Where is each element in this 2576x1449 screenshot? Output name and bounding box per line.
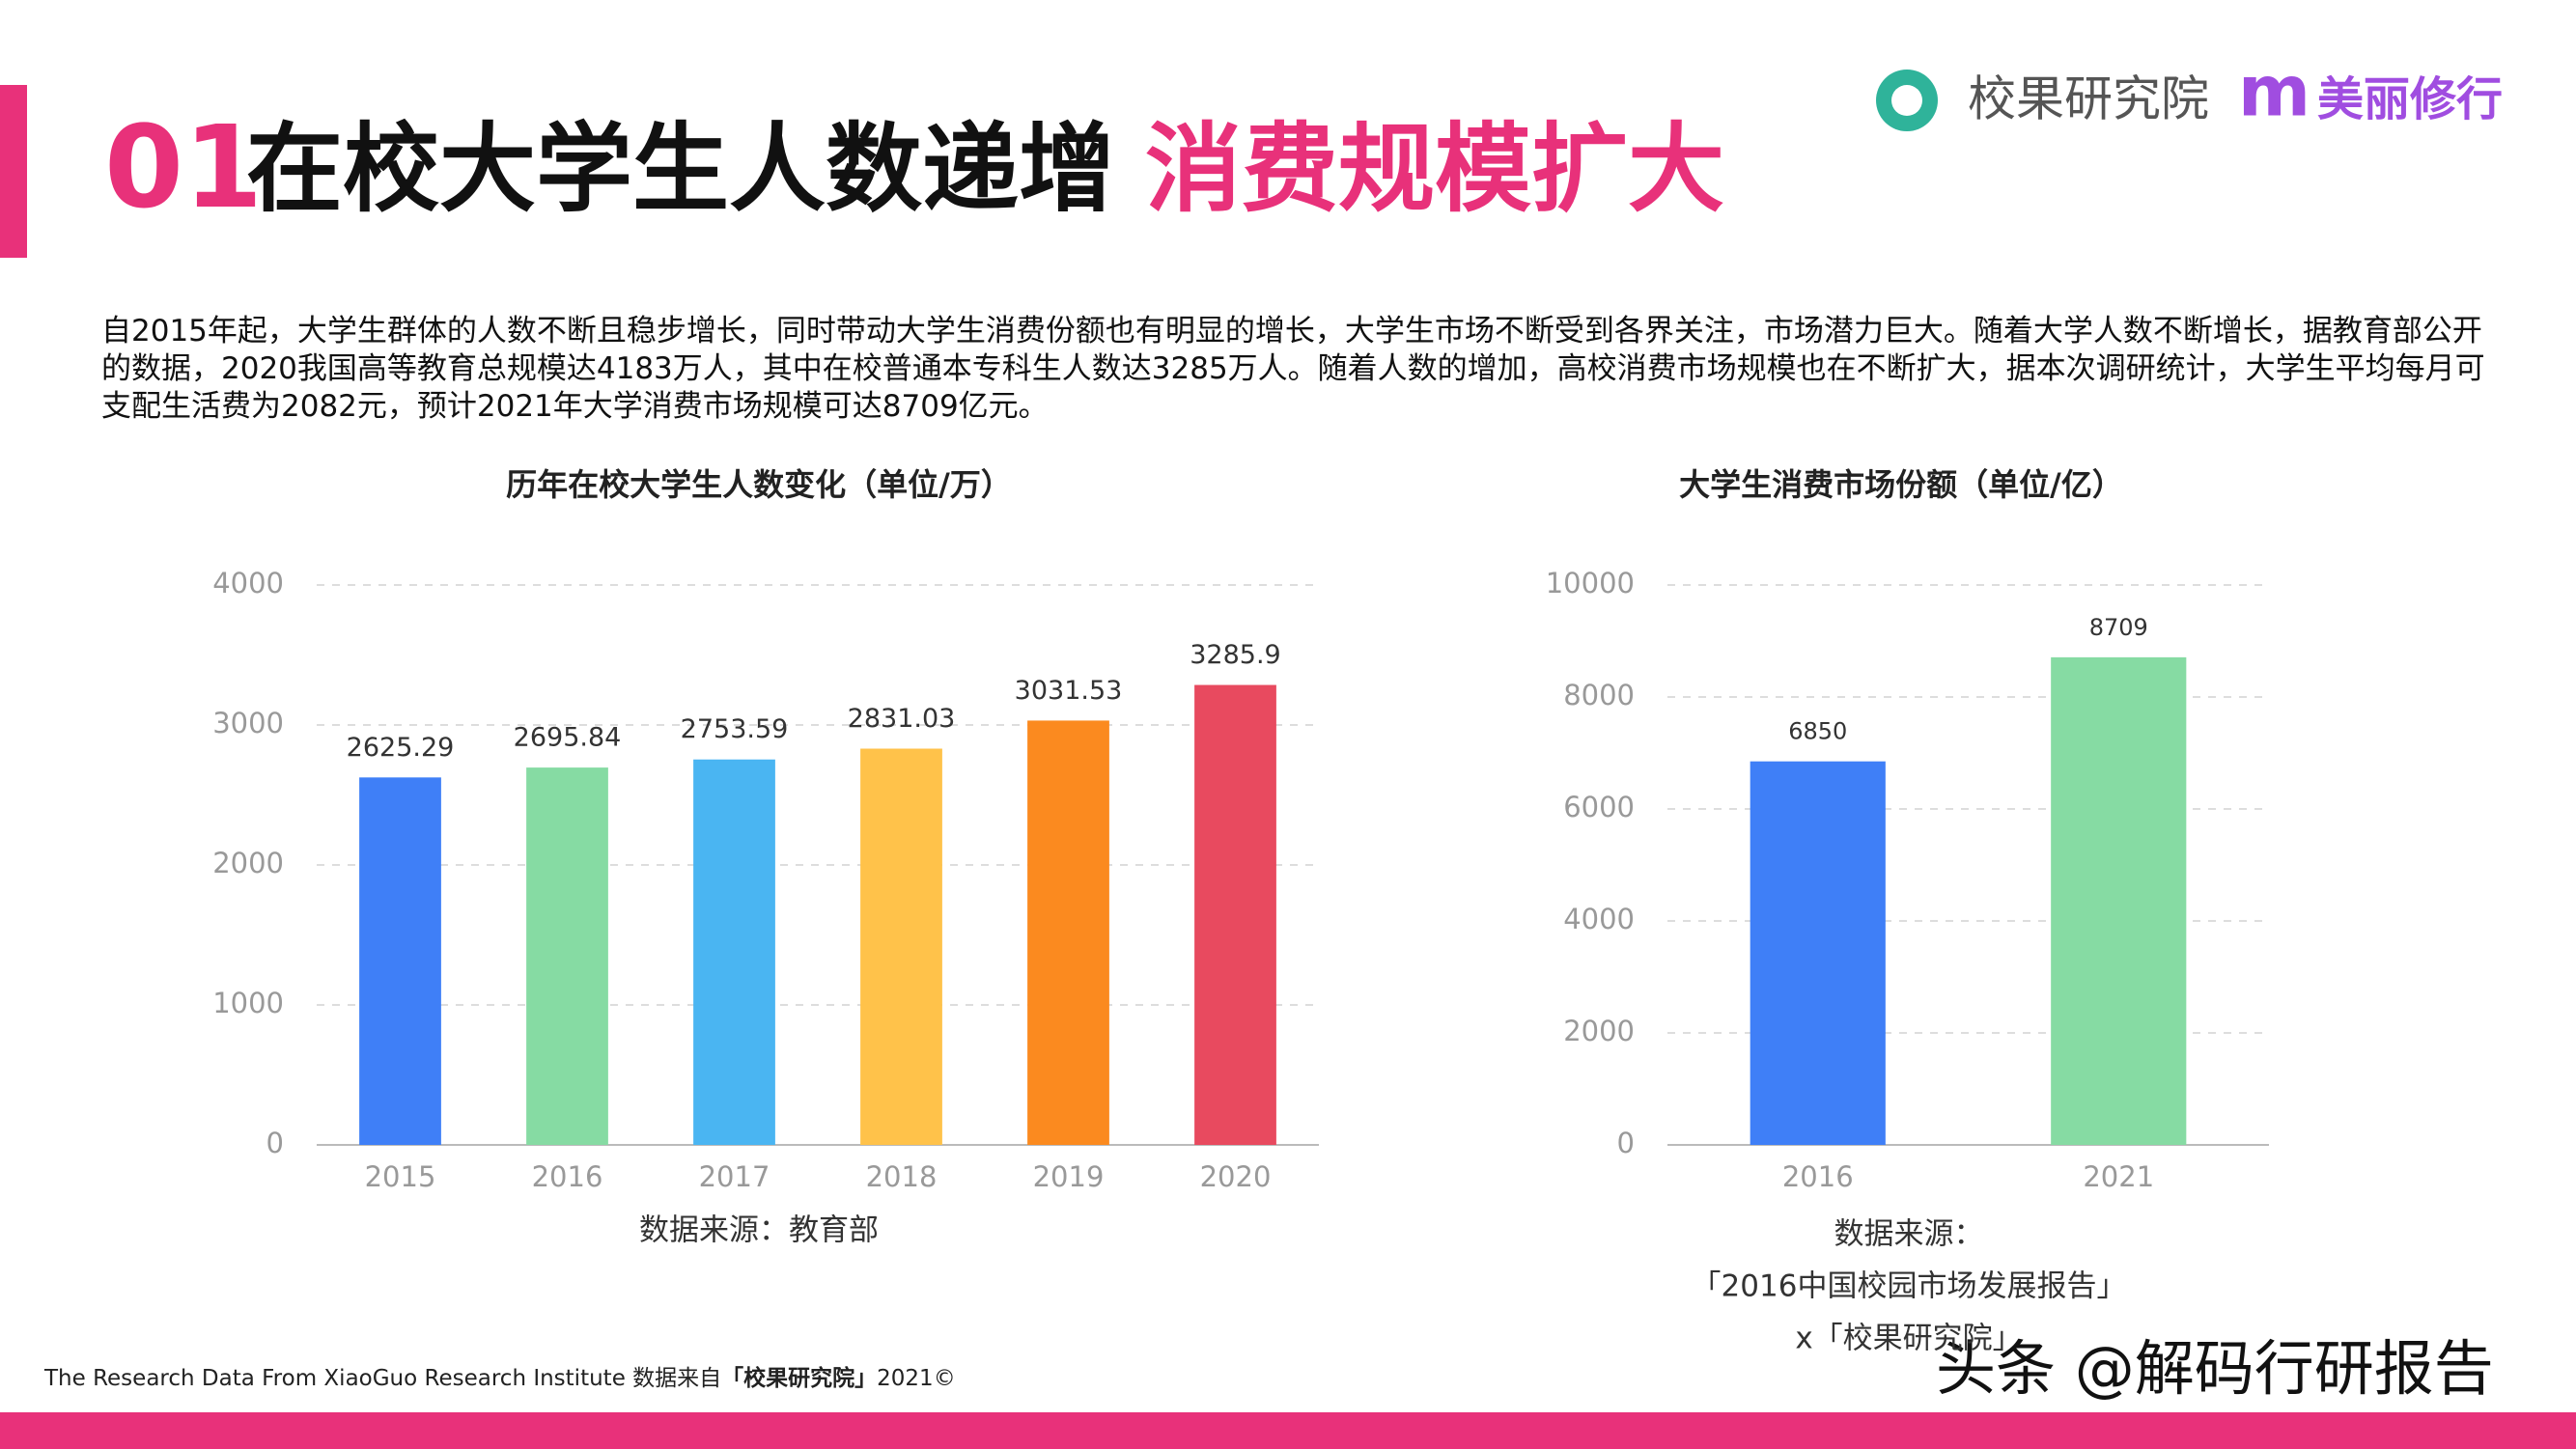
value-label: 2625.29 <box>347 733 455 763</box>
watermark: 头条 @解码行研报告 <box>1936 1333 2494 1404</box>
footer-text: The Research Data From XiaoGuo Research … <box>43 1366 721 1391</box>
bar <box>860 748 942 1145</box>
y-tick-label: 3000 <box>212 707 284 739</box>
x-tick-label: 2016 <box>532 1160 603 1193</box>
slide-title-highlight: 消费规模扩大 <box>1145 112 1724 225</box>
y-tick-label: 4000 <box>1563 903 1635 935</box>
y-tick-label: 4000 <box>212 567 284 599</box>
section-number: 01 <box>104 100 263 234</box>
footer-year: 2021© <box>877 1366 956 1391</box>
value-label: 8709 <box>2089 614 2148 641</box>
y-tick-label: 2000 <box>212 847 284 879</box>
value-label: 6850 <box>1788 718 1847 745</box>
x-tick-label: 2016 <box>1782 1160 1854 1193</box>
bar <box>1194 684 1276 1145</box>
y-tick-label: 1000 <box>212 987 284 1019</box>
slide-title: 在校大学生人数递增 <box>246 112 1115 225</box>
source-note: 「2016中国校园市场发展报告」 <box>1692 1269 2127 1304</box>
x-tick-label: 2020 <box>1200 1160 1272 1193</box>
bar <box>526 767 608 1145</box>
x-tick-label: 2017 <box>699 1160 770 1193</box>
value-label: 3285.9 <box>1190 640 1280 670</box>
bar <box>2051 656 2187 1145</box>
brand-logo-inner <box>1891 85 1922 116</box>
x-tick-label: 2015 <box>365 1160 436 1193</box>
source-note: x「校果研究院」 <box>1795 1322 2022 1356</box>
value-label: 2695.84 <box>514 723 622 753</box>
y-tick-label: 8000 <box>1563 679 1635 711</box>
partner-name: 美丽修行 <box>2317 72 2503 126</box>
chart-title: 历年在校大学生人数变化（单位/万） <box>506 466 1012 503</box>
footer-source: 「校果研究院」 <box>721 1365 877 1391</box>
value-label: 3031.53 <box>1015 676 1123 706</box>
x-tick-label: 2018 <box>866 1160 938 1193</box>
y-tick-label: 0 <box>266 1127 284 1159</box>
intro-paragraph: 自2015年起，大学生群体的人数不断且稳步增长，同时带动大学生消费份额也有明显的… <box>101 314 2485 424</box>
x-tick-label: 2019 <box>1033 1160 1105 1193</box>
bar <box>359 777 441 1145</box>
value-label: 2753.59 <box>681 714 789 744</box>
value-label: 2831.03 <box>848 704 956 734</box>
bar <box>693 759 775 1145</box>
source-note: 数据来源： <box>1834 1217 1984 1252</box>
y-tick-label: 6000 <box>1563 791 1635 823</box>
x-tick-label: 2021 <box>2083 1160 2154 1193</box>
chart-title: 大学生消费市场份额（单位/亿） <box>1679 466 2123 503</box>
bottom-bar <box>0 1412 2576 1449</box>
y-tick-label: 2000 <box>1563 1015 1635 1047</box>
y-tick-label: 10000 <box>1546 567 1635 599</box>
accent-bar <box>0 85 27 258</box>
y-tick-label: 0 <box>1617 1127 1635 1159</box>
bar <box>1027 720 1109 1145</box>
brand-name: 校果研究院 <box>1968 71 2209 127</box>
source-note: 数据来源：教育部 <box>639 1213 879 1248</box>
bar <box>1750 761 1886 1145</box>
partner-mark: m <box>2238 51 2310 132</box>
footer-note: The Research Data From XiaoGuo Research … <box>43 1365 956 1391</box>
